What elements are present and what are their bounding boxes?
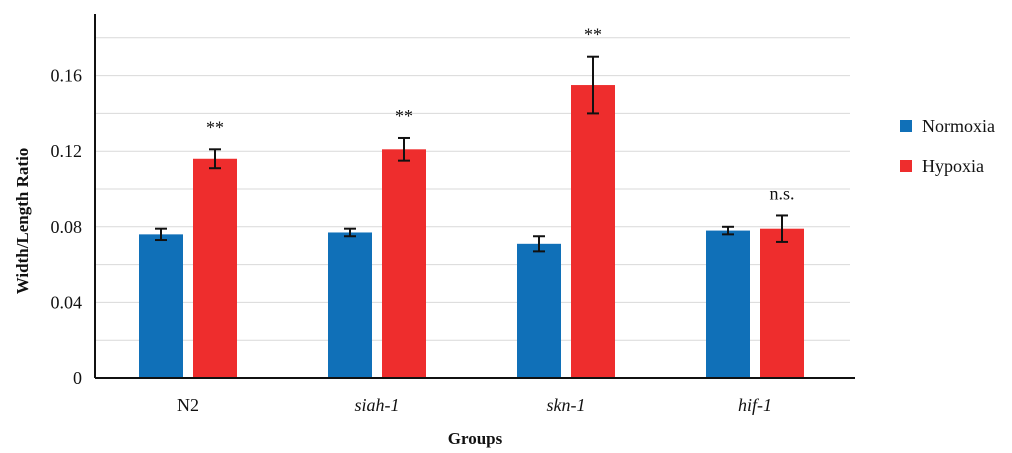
y-tick-label: 0.16 [51,66,83,86]
x-tick-label: siah-1 [355,395,400,415]
x-tick-label: hif-1 [738,395,772,415]
legend-label: Normoxia [922,116,995,136]
significance-label: ** [584,25,602,45]
y-axis-title: Width/Length Ratio [13,148,32,295]
y-tick-label: 0.08 [51,217,83,237]
y-tick-label: 0 [73,368,82,388]
significance-labels: ** ** ** n.s. [206,25,795,204]
significance-label: ** [395,106,413,126]
significance-label: ** [206,117,224,137]
x-tick-labels: N2 siah-1 skn-1 hif-1 [177,395,772,415]
legend-swatch-hypoxia [900,160,912,172]
x-axis-title: Groups [448,429,503,448]
bar-normoxia-siah-1 [328,232,372,378]
legend-label: Hypoxia [922,156,984,176]
legend: Normoxia Hypoxia [900,116,995,176]
y-tick-label: 0.12 [51,141,83,161]
y-tick-label: 0.04 [51,292,83,312]
x-tick-label: skn-1 [547,395,586,415]
bar-hypoxia-hif-1 [760,228,804,378]
x-tick-label: N2 [177,395,199,415]
y-tick-labels: 0 0.04 0.08 0.12 0.16 [51,66,83,388]
bar-normoxia-skn-1 [517,243,561,378]
significance-label: n.s. [769,183,794,203]
bars [139,55,804,379]
axes [94,14,855,379]
bar-normoxia-n2 [139,234,183,378]
legend-swatch-normoxia [900,120,912,132]
bar-hypoxia-n2 [193,158,237,378]
bar-hypoxia-skn-1 [571,85,615,379]
bar-normoxia-hif-1 [706,230,750,378]
bar-hypoxia-siah-1 [382,149,426,378]
